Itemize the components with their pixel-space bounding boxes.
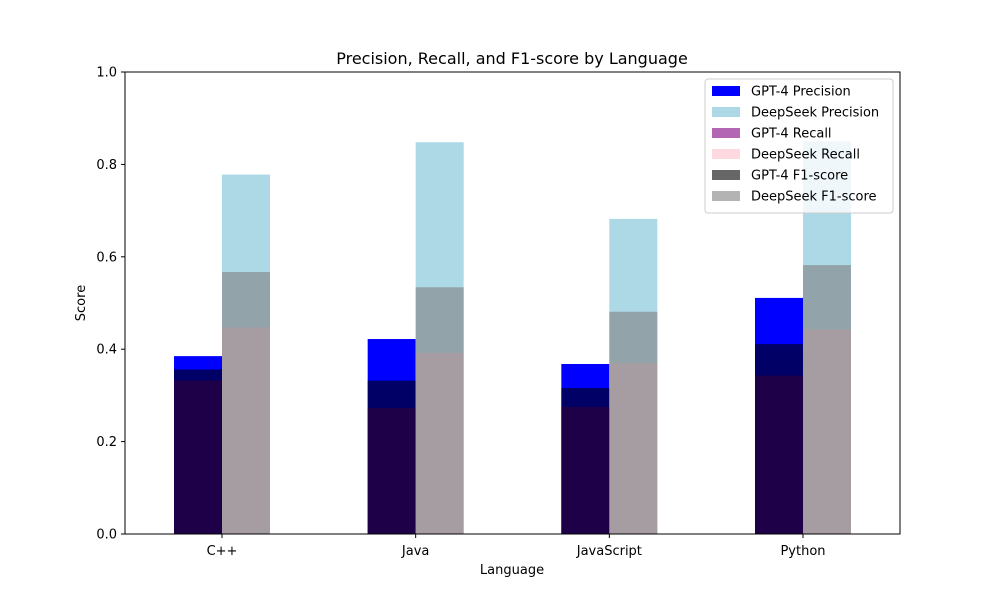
bar-gpt-4-f1-score-python — [755, 344, 803, 534]
legend-swatch — [712, 107, 740, 117]
x-tick-label: Java — [401, 544, 429, 559]
bar-deepseek-f1-score-javascript — [609, 311, 658, 534]
y-tick-label: 0.2 — [96, 435, 117, 450]
legend-frame — [704, 78, 894, 214]
legend-label: GPT-4 Recall — [751, 127, 832, 142]
x-tick-label: Python — [780, 544, 825, 559]
y-tick-label: 0.8 — [96, 158, 117, 173]
legend: GPT-4 Precision DeepSeek Precision GPT-4 R… — [704, 78, 894, 214]
legend-label: GPT-4 F1-score — [751, 169, 848, 184]
legend-swatch — [712, 86, 740, 96]
legend-swatch — [712, 170, 740, 180]
y-tick-label: 0.0 — [96, 528, 117, 543]
legend-label: GPT-4 Precision — [751, 85, 851, 100]
legend-swatch — [712, 149, 740, 159]
y-tick-label: 0.6 — [96, 250, 117, 265]
bar-deepseek-f1-score-python — [803, 265, 851, 534]
bar-deepseek-f1-score-java — [415, 287, 464, 534]
bar-gpt-4-f1-score-c- — [174, 369, 222, 534]
legend-label: DeepSeek F1-score — [751, 190, 877, 205]
y-tick-label: 1.0 — [96, 66, 117, 81]
axes-layer: 0.0 0.2 0.4 0.6 0.8 1.0 C++ Java JavaScript Pytho… — [96, 66, 825, 560]
plot-frame — [124, 71, 901, 535]
bar-gpt-4-f1-score-javascript — [561, 388, 610, 534]
bar-gpt-4-f1-score-java — [367, 380, 416, 534]
y-axis-title: Score — [74, 285, 89, 321]
y-tick-label: 0.4 — [96, 343, 117, 358]
legend-label: DeepSeek Recall — [751, 148, 860, 163]
bars-layer — [174, 141, 851, 535]
x-tick-label: C++ — [207, 544, 238, 559]
bar-deepseek-f1-score-c- — [222, 272, 270, 534]
x-tick-label: JavaScript — [576, 544, 642, 559]
chart-title: Precision, Recall, and F1-score by Langu… — [336, 49, 688, 68]
legend-swatch — [712, 128, 740, 138]
legend-label: DeepSeek Precision — [751, 106, 879, 121]
x-axis-title: Language — [480, 563, 544, 578]
legend-swatch — [712, 191, 740, 201]
